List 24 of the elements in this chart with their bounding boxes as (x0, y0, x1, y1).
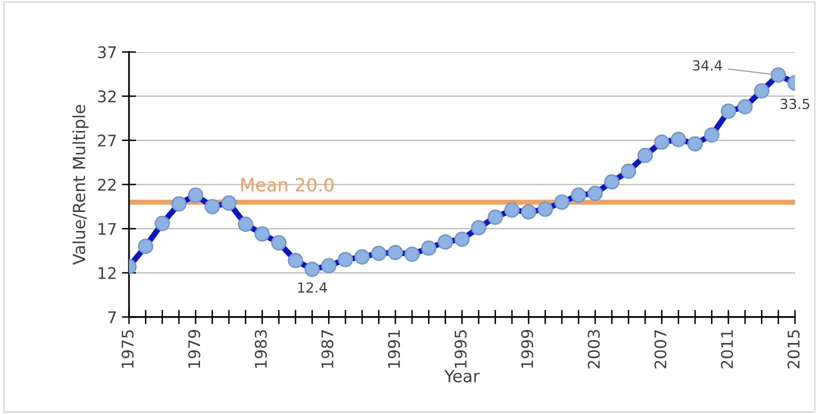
y-tick-label: 7 (108, 311, 116, 324)
y-tick-label: 22 (98, 178, 116, 191)
data-label: 34.4 (692, 60, 722, 71)
data-label: 12.4 (298, 282, 327, 293)
x-tick-label: 1995 (454, 330, 467, 368)
y-tick-label: 27 (98, 134, 116, 146)
x-tick-label: 1987 (321, 330, 334, 368)
y-axis-title: Value/Rent Multiple (72, 104, 89, 265)
x-tick-label: 2015 (788, 330, 800, 368)
x-tick-label: 1999 (521, 330, 534, 368)
x-tick-label: 1979 (188, 330, 200, 368)
y-tick-label: 37 (98, 46, 116, 58)
y-tick-label: 32 (98, 90, 116, 102)
data-label: 33.5 (780, 98, 810, 110)
x-tick-label: 2003 (588, 330, 600, 368)
x-tick-label: 2007 (654, 330, 666, 368)
y-tick-label: 17 (98, 223, 116, 235)
x-tick-label: 1975 (122, 330, 134, 368)
x-axis-title: Year (444, 370, 480, 382)
y-tick-label: 12 (98, 267, 116, 279)
x-tick-label: 1991 (388, 330, 400, 368)
x-tick-label: 1983 (254, 330, 267, 368)
ref-line-label: Mean 20.0 (241, 178, 334, 192)
x-tick-label: 2011 (720, 330, 734, 368)
